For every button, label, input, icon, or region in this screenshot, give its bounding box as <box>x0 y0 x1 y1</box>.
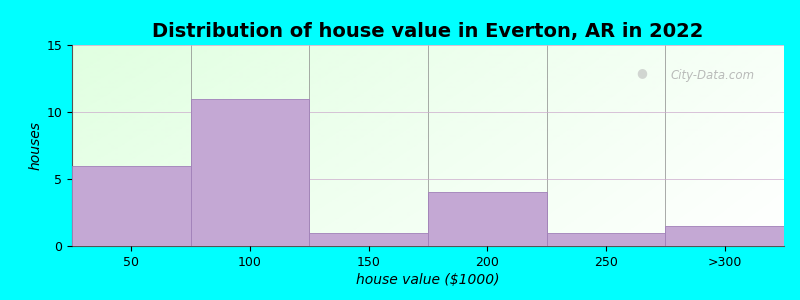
Bar <box>428 192 546 246</box>
Bar <box>72 166 190 246</box>
Bar <box>310 232 428 246</box>
Text: City-Data.com: City-Data.com <box>670 69 754 82</box>
Title: Distribution of house value in Everton, AR in 2022: Distribution of house value in Everton, … <box>152 22 704 41</box>
Bar <box>666 226 784 246</box>
Y-axis label: houses: houses <box>28 121 42 170</box>
Text: ●: ● <box>636 66 647 79</box>
Bar <box>190 99 310 246</box>
Bar <box>546 232 666 246</box>
X-axis label: house value ($1000): house value ($1000) <box>356 273 500 287</box>
